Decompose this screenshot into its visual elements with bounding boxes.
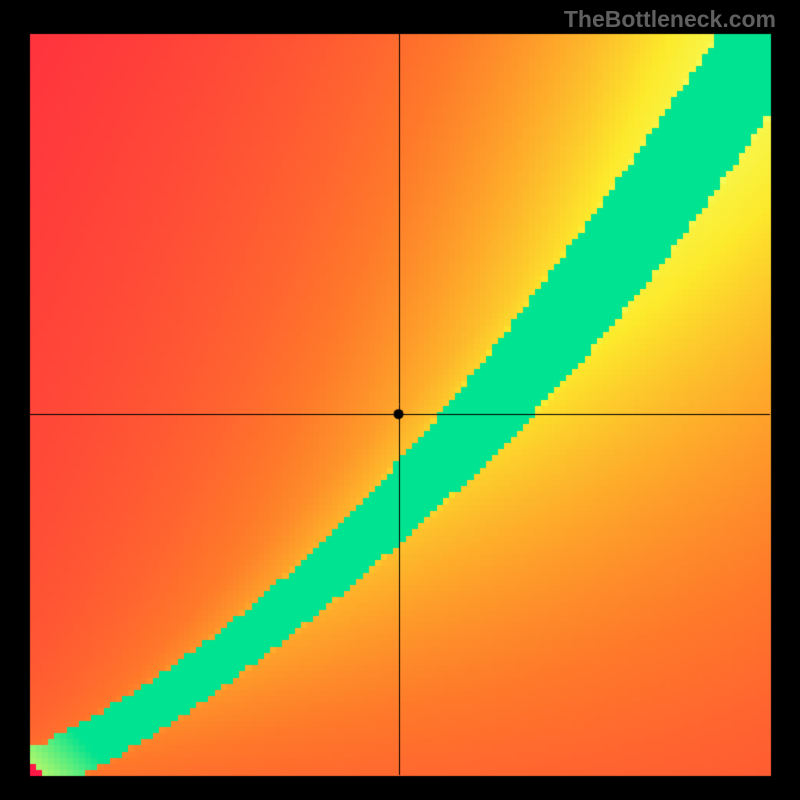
watermark-text: TheBottleneck.com [564, 6, 776, 33]
heatmap-canvas [0, 0, 800, 800]
figure-root: TheBottleneck.com [0, 0, 800, 800]
